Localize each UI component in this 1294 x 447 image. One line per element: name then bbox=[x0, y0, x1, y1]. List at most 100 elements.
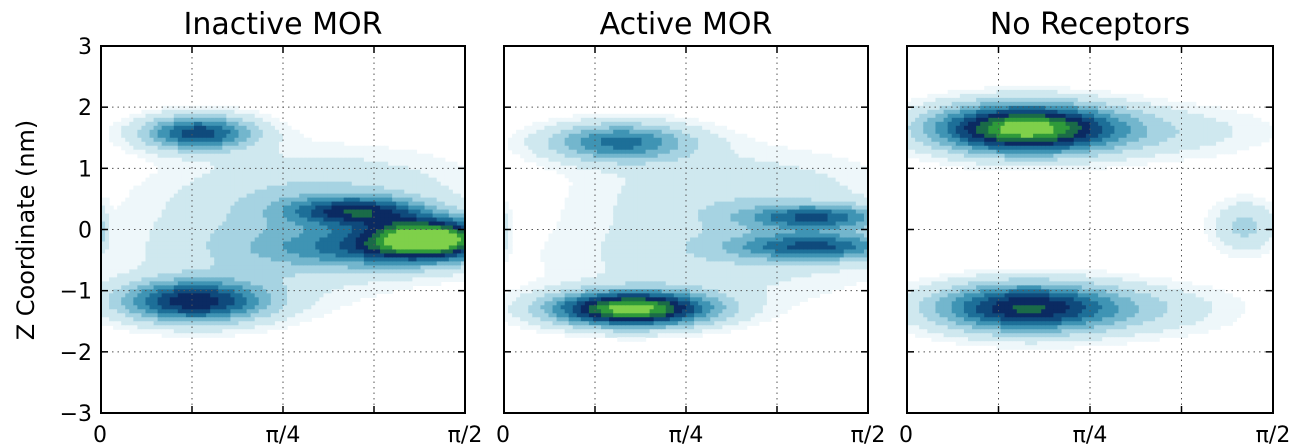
density-cell bbox=[153, 293, 159, 298]
density-cell bbox=[564, 281, 570, 286]
density-cell bbox=[299, 277, 304, 282]
density-cell bbox=[165, 265, 171, 270]
density-cell bbox=[388, 237, 393, 243]
density-cell bbox=[250, 153, 256, 159]
density-cell bbox=[189, 329, 195, 334]
density-cell bbox=[572, 173, 578, 179]
density-cell bbox=[254, 205, 260, 211]
density-cell bbox=[254, 229, 260, 235]
density-cell bbox=[291, 217, 296, 223]
density-cell bbox=[556, 141, 562, 147]
density-cell bbox=[520, 325, 525, 330]
density-cell bbox=[524, 145, 529, 151]
density-cell bbox=[291, 205, 296, 211]
density-cell bbox=[161, 109, 167, 115]
density-cell bbox=[512, 137, 517, 143]
density-cell bbox=[169, 173, 175, 179]
density-cell bbox=[540, 157, 546, 163]
density-cell bbox=[504, 257, 509, 263]
density-cell bbox=[323, 189, 329, 195]
density-cell bbox=[133, 229, 138, 235]
density-cell bbox=[416, 261, 422, 266]
density-cell bbox=[121, 297, 126, 302]
density-cell bbox=[408, 261, 414, 266]
density-cell bbox=[424, 253, 430, 259]
density-cell bbox=[572, 313, 578, 318]
density-cell bbox=[291, 285, 296, 290]
density-cell bbox=[287, 257, 292, 263]
density-cell bbox=[359, 189, 365, 195]
density-cell bbox=[552, 253, 558, 259]
density-cell bbox=[576, 233, 582, 239]
density-cell bbox=[153, 189, 159, 195]
density-cell bbox=[161, 233, 167, 239]
density-cell bbox=[552, 313, 558, 318]
density-cell bbox=[331, 177, 337, 183]
density-cell bbox=[392, 285, 397, 290]
density-cell bbox=[416, 221, 422, 227]
density-cell bbox=[597, 157, 602, 163]
density-cell bbox=[339, 145, 345, 151]
density-cell bbox=[388, 221, 393, 227]
density-cell bbox=[436, 169, 442, 175]
density-cell bbox=[185, 113, 191, 119]
density-cell bbox=[303, 313, 308, 318]
density-cell bbox=[149, 241, 155, 247]
density-cell bbox=[416, 165, 422, 171]
density-cell bbox=[367, 293, 373, 298]
density-cell bbox=[287, 265, 292, 270]
density-cell bbox=[339, 261, 345, 266]
density-cell bbox=[331, 301, 337, 306]
density-cell bbox=[420, 181, 426, 187]
density-cell bbox=[420, 229, 426, 235]
density-cell bbox=[153, 301, 159, 306]
density-cell bbox=[153, 173, 159, 179]
density-cell bbox=[299, 293, 304, 298]
density-cell bbox=[149, 233, 155, 239]
density-cell bbox=[149, 261, 155, 266]
density-cell bbox=[528, 157, 533, 163]
density-cell bbox=[270, 233, 276, 239]
density-cell bbox=[311, 257, 316, 263]
density-cell bbox=[145, 221, 151, 227]
density-cell bbox=[580, 141, 586, 147]
density-cell bbox=[323, 201, 329, 207]
density-cell bbox=[214, 209, 219, 215]
density-cell bbox=[109, 253, 114, 259]
density-cell bbox=[367, 257, 373, 263]
density-cell bbox=[113, 241, 118, 247]
density-cell bbox=[536, 121, 541, 127]
density-cell bbox=[568, 261, 574, 266]
density-cell bbox=[266, 217, 272, 223]
density-cell bbox=[295, 189, 300, 195]
density-cell bbox=[444, 277, 450, 282]
density-cell bbox=[408, 273, 414, 278]
density-cell bbox=[214, 137, 219, 143]
density-cell bbox=[105, 221, 110, 227]
density-cell bbox=[572, 233, 578, 239]
density-cell bbox=[210, 177, 215, 183]
density-cell bbox=[380, 277, 385, 282]
density-cell bbox=[536, 289, 541, 294]
density-cell bbox=[165, 273, 171, 278]
density-cell bbox=[250, 205, 256, 211]
density-cell bbox=[432, 209, 438, 215]
density-cell bbox=[145, 185, 151, 191]
density-cell bbox=[157, 193, 163, 199]
density-cell bbox=[363, 285, 369, 290]
density-cell bbox=[335, 213, 341, 219]
density-cell bbox=[540, 257, 546, 263]
density-cell bbox=[129, 301, 134, 306]
density-cell bbox=[105, 213, 110, 219]
density-cell bbox=[552, 161, 558, 167]
density-cell bbox=[226, 205, 232, 211]
density-cell bbox=[194, 321, 199, 326]
density-cell bbox=[181, 117, 187, 123]
density-cell bbox=[157, 201, 163, 207]
density-cell bbox=[524, 317, 529, 322]
density-cell bbox=[242, 157, 248, 163]
density-cell bbox=[444, 261, 450, 266]
density-cell bbox=[588, 265, 594, 270]
density-cell bbox=[189, 205, 195, 211]
density-cell bbox=[129, 305, 134, 310]
